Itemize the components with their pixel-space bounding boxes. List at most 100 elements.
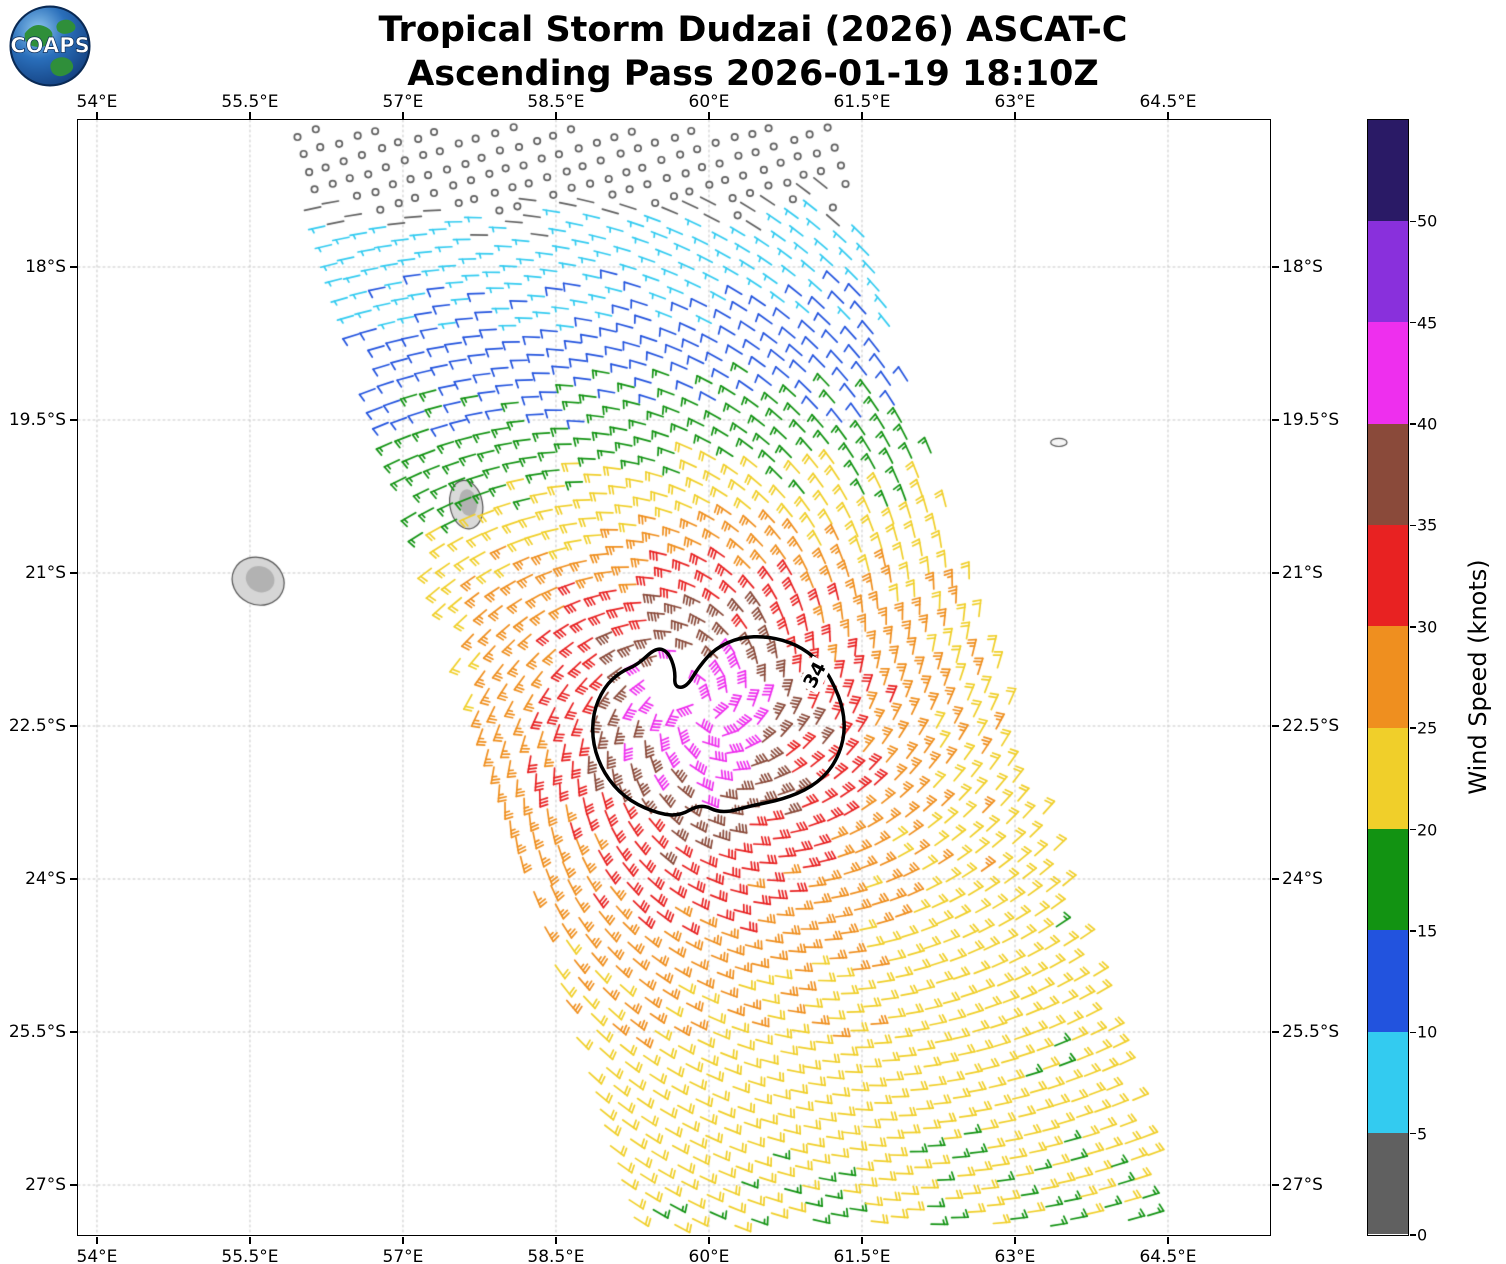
logo-landmass — [50, 57, 74, 77]
tick-mark — [69, 419, 77, 421]
x-tick-label-top: 58.5°E — [527, 92, 585, 112]
tick-mark — [1167, 111, 1169, 119]
x-tick-label-bottom: 58.5°E — [527, 1247, 585, 1264]
x-tick-label-top: 55.5°E — [221, 92, 279, 112]
colorbar-label: Wind Speed (knots) — [1464, 559, 1492, 795]
colorbar — [1366, 118, 1409, 1236]
y-tick-label-left: 27°S — [25, 1175, 66, 1196]
colorbar-tick-label: 15 — [1417, 921, 1438, 941]
x-tick-label-top: 64.5°E — [1139, 92, 1197, 112]
tick-mark — [1409, 1031, 1416, 1034]
colorbar-tick-label: 35 — [1417, 515, 1438, 535]
colorbar-tick-label: 50 — [1417, 211, 1438, 231]
tick-mark — [69, 266, 77, 268]
tick-mark — [1409, 626, 1416, 628]
y-tick-label-right: 21°S — [1282, 562, 1323, 583]
colorbar-band — [1367, 220, 1408, 323]
tick-mark — [1271, 878, 1279, 880]
tick-mark — [1271, 1184, 1279, 1186]
tick-mark — [1409, 1132, 1416, 1135]
colorbar-tick-label: 5 — [1417, 1124, 1428, 1144]
tick-mark — [1409, 220, 1416, 223]
colorbar-band — [1367, 1133, 1408, 1235]
colorbar-band — [1367, 930, 1408, 1032]
tick-mark — [861, 1236, 863, 1244]
colorbar-band — [1367, 524, 1408, 627]
gale-radius-34kt-contour — [590, 634, 846, 817]
tick-mark — [69, 572, 77, 574]
tick-mark — [1271, 725, 1279, 727]
tick-mark — [1409, 930, 1416, 932]
colorbar-band — [1367, 829, 1408, 931]
logo-landmass — [56, 19, 76, 34]
tick-mark — [1409, 321, 1416, 324]
colorbar-band — [1367, 119, 1408, 221]
y-tick-label-left: 19.5°S — [8, 409, 66, 430]
tick-mark — [69, 1031, 77, 1033]
tick-mark — [1014, 1236, 1016, 1244]
x-tick-label-top: 60°E — [688, 92, 730, 112]
tick-mark — [1409, 423, 1416, 425]
map-overlay: 34 — [590, 634, 846, 817]
y-tick-label-right: 19.5°S — [1282, 409, 1340, 430]
tick-mark — [1271, 266, 1279, 268]
coaps-logo-text: COAPS — [10, 34, 89, 58]
title-line-1: Tropical Storm Dudzai (2026) ASCAT-C — [378, 10, 1128, 50]
x-tick-label-top: 61.5°E — [833, 92, 891, 112]
y-tick-label-right: 25.5°S — [1282, 1022, 1340, 1042]
colorbar-tick-label: 40 — [1417, 414, 1438, 434]
colorbar-band — [1367, 423, 1408, 525]
map-plot: 34 — [76, 118, 1271, 1236]
tick-mark — [1167, 1236, 1169, 1244]
tick-mark — [402, 1236, 404, 1244]
x-tick-label-bottom: 55.5°E — [221, 1247, 279, 1264]
x-tick-label-bottom: 61.5°E — [833, 1247, 891, 1264]
figure-title: Tropical Storm Dudzai (2026) ASCAT-C Asc… — [0, 8, 1506, 96]
x-tick-label-bottom: 54°E — [76, 1247, 118, 1264]
x-tick-label-bottom: 57°E — [382, 1247, 424, 1264]
colorbar-band — [1367, 322, 1408, 424]
tick-mark — [861, 111, 863, 119]
tick-mark — [249, 1236, 251, 1244]
tick-mark — [1271, 1031, 1279, 1033]
y-tick-label-left: 18°S — [25, 256, 66, 277]
tick-mark — [1409, 1234, 1416, 1236]
tick-mark — [1271, 419, 1279, 421]
tick-mark — [555, 1236, 557, 1244]
colorbar-band — [1367, 1031, 1408, 1134]
y-tick-label-right: 22.5°S — [1282, 716, 1340, 736]
contour-label-gap — [797, 655, 832, 694]
tick-mark — [1409, 524, 1416, 527]
colorbar-tick-label: 10 — [1417, 1022, 1438, 1042]
tick-mark — [69, 878, 77, 880]
colorbar-tick-label: 45 — [1417, 313, 1438, 333]
y-tick-label-right: 24°S — [1282, 869, 1323, 889]
colorbar-tick-label: 0 — [1417, 1225, 1428, 1245]
tick-mark — [708, 111, 710, 119]
y-tick-label-right: 27°S — [1282, 1175, 1323, 1196]
tick-mark — [69, 1184, 77, 1186]
colorbar-band — [1367, 626, 1408, 728]
tick-mark — [555, 111, 557, 119]
tick-mark — [1409, 828, 1416, 831]
colorbar-tick-label: 25 — [1417, 718, 1438, 738]
x-tick-label-bottom: 64.5°E — [1139, 1247, 1197, 1264]
contour-label-group: 34 — [797, 655, 832, 694]
tick-mark — [96, 1236, 98, 1244]
tick-mark — [402, 111, 404, 119]
colorbar-tick-label: 20 — [1417, 820, 1438, 840]
x-tick-label-top: 63°E — [994, 92, 1036, 112]
x-tick-label-top: 57°E — [382, 92, 424, 112]
colorbar-band — [1367, 727, 1408, 830]
y-tick-label-left: 22.5°S — [8, 716, 66, 736]
y-tick-label-left: 21°S — [25, 562, 66, 583]
tick-mark — [249, 111, 251, 119]
title-line-2: Ascending Pass 2026-01-19 18:10Z — [407, 54, 1099, 95]
y-tick-label-left: 24°S — [25, 869, 66, 889]
x-tick-label-bottom: 63°E — [994, 1247, 1036, 1264]
logo-landmass — [24, 25, 53, 48]
x-tick-label-bottom: 60°E — [688, 1247, 730, 1264]
tick-mark — [1014, 111, 1016, 119]
tick-mark — [708, 1236, 710, 1244]
